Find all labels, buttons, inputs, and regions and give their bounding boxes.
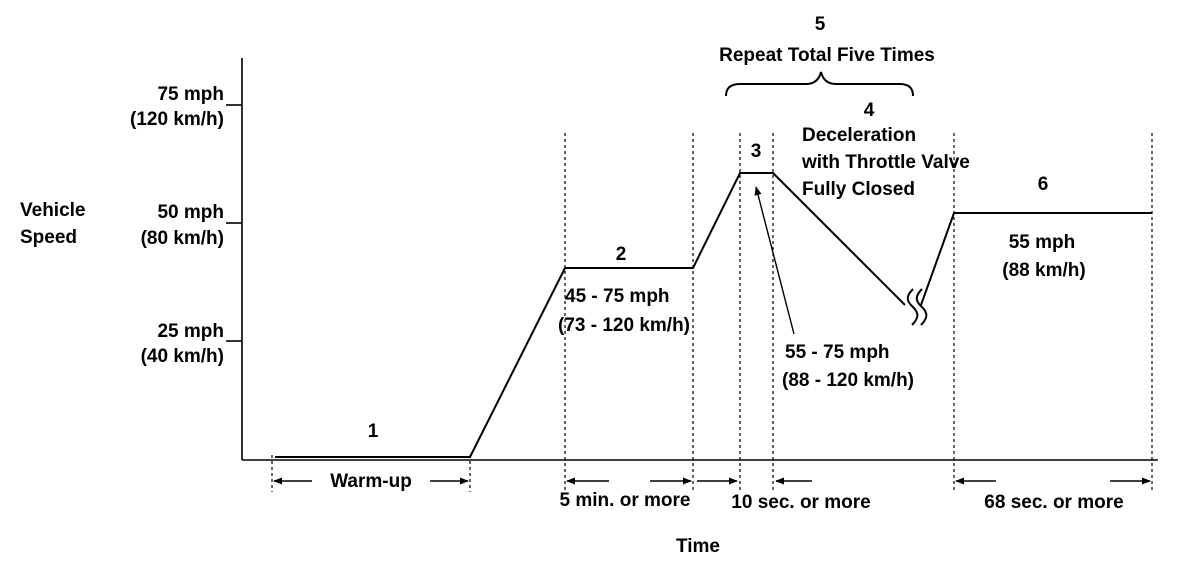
speed-trace-step6	[920, 212, 1152, 306]
decel-label-line2: with Throttle Valve	[801, 152, 970, 173]
tick-label-50-kmh: (80 km/h)	[141, 228, 224, 249]
tick-label-75-kmh: (120 km/h)	[130, 109, 224, 130]
axis-break-squiggle-2	[915, 288, 928, 326]
step6-duration-label: 68 sec. or more	[984, 492, 1123, 513]
repeat-brace	[725, 71, 914, 97]
step-number-4: 4	[864, 100, 875, 121]
step3-speed-kmh: (88 - 120 km/h)	[782, 370, 914, 391]
warmup-label: Warm-up	[330, 471, 412, 492]
step-number-1: 1	[368, 421, 379, 442]
x-axis-title: Time	[676, 536, 720, 557]
step-number-3: 3	[751, 141, 762, 162]
tick-label-25-kmh: (40 km/h)	[141, 346, 224, 367]
repeat-label: Repeat Total Five Times	[719, 45, 935, 66]
y-axis-title-line1: Vehicle	[20, 200, 86, 221]
step6-speed-mph: 55 mph	[1009, 232, 1076, 253]
decel-label-line3: Fully Closed	[802, 179, 915, 200]
step2-speed-mph: 45 - 75 mph	[565, 286, 670, 307]
tick-label-75-mph: 75 mph	[157, 84, 224, 105]
tick-label-25-mph: 25 mph	[157, 321, 224, 342]
step2-duration-label: 5 min. or more	[560, 490, 691, 511]
step6-speed-kmh: (88 km/h)	[1002, 260, 1085, 281]
step-number-5: 5	[815, 14, 826, 35]
tick-label-50-mph: 50 mph	[157, 202, 224, 223]
decel-label-line1: Deceleration	[802, 125, 916, 146]
speed-trace	[275, 172, 906, 458]
step3-duration-label: 10 sec. or more	[731, 492, 870, 513]
step-number-2: 2	[616, 244, 627, 265]
step3-pointer-arrow	[754, 186, 795, 335]
axis-break-squiggle-1	[906, 288, 919, 326]
step3-speed-mph: 55 - 75 mph	[785, 342, 890, 363]
step2-speed-kmh: (73 - 120 km/h)	[558, 315, 690, 336]
step-number-6: 6	[1038, 174, 1049, 195]
y-axis-title-line2: Speed	[20, 227, 77, 248]
